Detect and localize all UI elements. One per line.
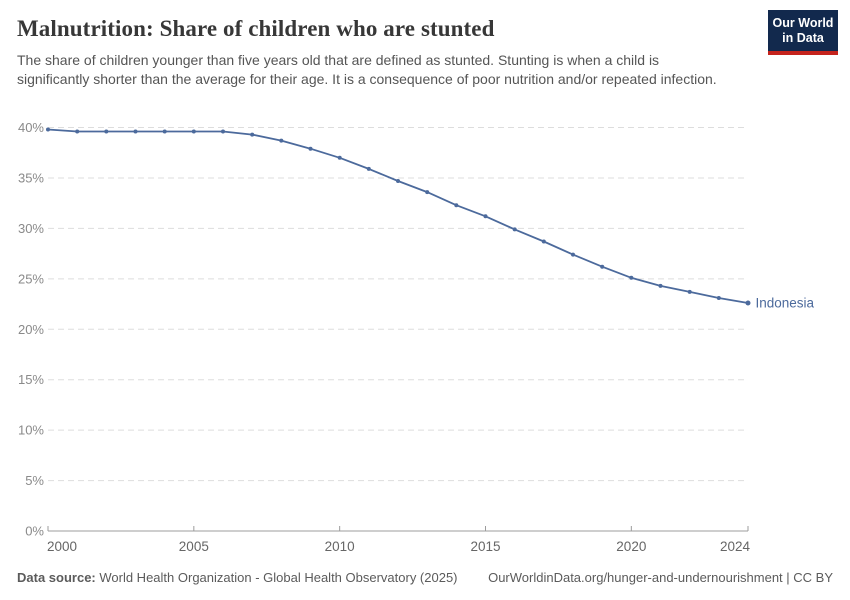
data-point [716, 296, 721, 300]
data-point [250, 132, 255, 137]
owid-url-link[interactable]: OurWorldinData.org/hunger-and-undernouri… [488, 570, 833, 585]
page-title: Malnutrition: Share of children who are … [17, 16, 495, 41]
data-source-text: World Health Organization - Global Healt… [95, 570, 458, 585]
data-point [221, 129, 225, 134]
trend-line [47, 128, 749, 304]
data-point [687, 289, 692, 294]
y-axis-label: 35% [18, 170, 44, 185]
y-axis-label: 20% [18, 322, 44, 337]
y-axis-label: 25% [18, 271, 44, 286]
data-point [104, 129, 109, 134]
data-point [512, 227, 517, 232]
data-point [279, 138, 284, 143]
owid-logo-line2: in Data [782, 31, 824, 45]
x-axis-label: 2010 [325, 539, 355, 554]
data-point [396, 179, 400, 183]
y-axis-label: 10% [18, 423, 44, 438]
data-point [133, 129, 138, 134]
data-point [75, 129, 80, 134]
data-point [571, 252, 575, 257]
y-axis-label: 40% [18, 120, 44, 135]
x-axis-label: 2005 [179, 539, 209, 554]
chart-subtitle: The share of children younger than five … [17, 52, 717, 88]
y-axis-label: 30% [18, 221, 44, 236]
chart-footer: Data source: World Health Organization -… [17, 570, 833, 585]
data-point [46, 127, 50, 132]
x-axis-label: 2015 [470, 539, 500, 554]
owid-logo[interactable]: Our World in Data [768, 10, 838, 55]
data-point [483, 214, 488, 219]
data-point [162, 129, 167, 134]
data-point [600, 264, 605, 269]
chart-header: Malnutrition: Share of children who are … [0, 0, 850, 90]
y-axis-label: 0% [25, 524, 44, 539]
data-point [541, 239, 546, 244]
x-axis-label: 2000 [47, 539, 77, 554]
data-point [308, 146, 313, 151]
data-point [745, 300, 751, 306]
data-point [366, 166, 371, 171]
data-point [191, 129, 196, 134]
data-point [425, 190, 430, 195]
data-point [337, 155, 342, 160]
x-axis-label: 2020 [616, 539, 646, 554]
data-source: Data source: World Health Organization -… [17, 570, 458, 585]
y-axis-label: 5% [25, 473, 44, 488]
data-point [629, 275, 634, 280]
owid-logo-line1: Our World [772, 16, 834, 30]
data-source-label: Data source: [17, 570, 96, 585]
data-point [454, 203, 459, 208]
y-axis-label: 15% [18, 372, 44, 387]
series-label-indonesia: Indonesia [756, 296, 815, 311]
x-axis-label: 2024 [720, 539, 751, 554]
data-point [658, 283, 663, 288]
